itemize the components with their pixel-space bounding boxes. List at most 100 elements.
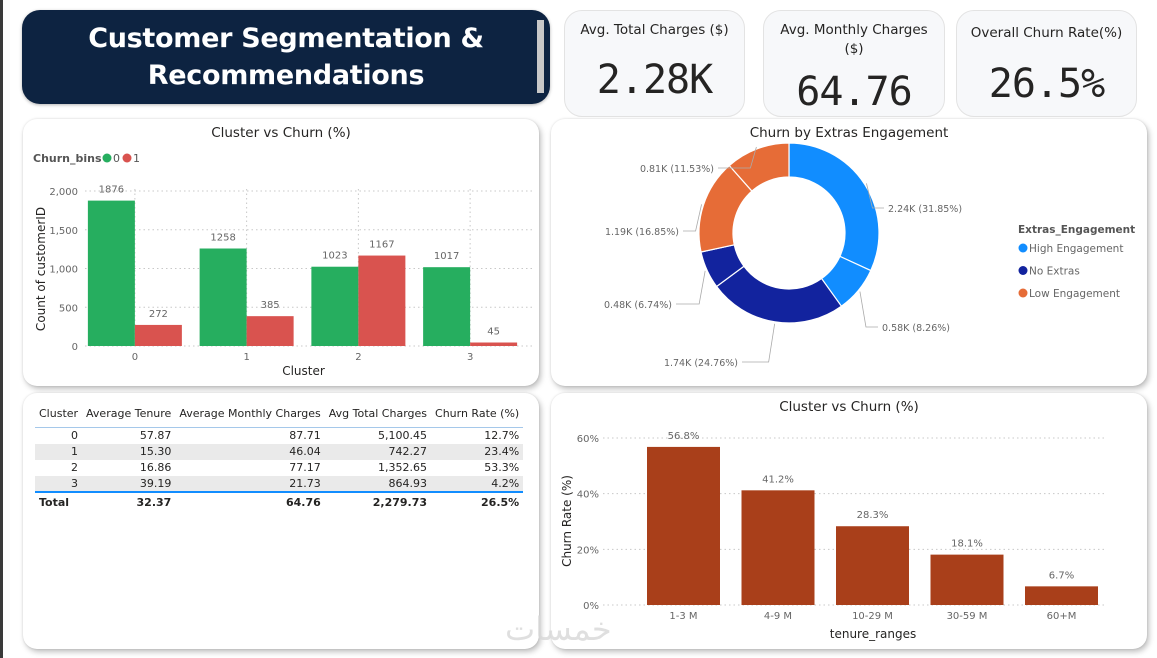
- cell: 2: [71, 461, 79, 474]
- bar-cluster-3-churn-1: [470, 342, 518, 346]
- leader-line: [676, 270, 706, 305]
- leader-line: [866, 183, 884, 209]
- cell: 64.76: [285, 495, 321, 509]
- cell: 864.93: [324, 475, 432, 493]
- data-label: 41.2%: [762, 474, 794, 485]
- table-total-row: Total 32.37 64.76 2,279.73 26.5%: [35, 492, 523, 512]
- legend-title: Extras_Engagement: [1018, 224, 1135, 236]
- watermark-logo: خمسات: [505, 610, 612, 648]
- bar-cluster-3-churn-0: [423, 267, 471, 346]
- data-label: 1258: [210, 233, 235, 244]
- chart-title: Cluster vs Churn (%): [211, 125, 351, 141]
- data-label: 0.81K (11.53%): [640, 164, 714, 175]
- kpi-avg-total-charges: Avg. Total Charges ($) 2.28K: [564, 10, 745, 117]
- data-label: 0.48K (6.74%): [604, 300, 672, 311]
- extras-engagement-chart-panel: Churn by Extras Engagement 2.24K (31.85%…: [551, 119, 1147, 386]
- cell: 53.3%: [484, 461, 520, 474]
- x-tick-label: 1: [243, 352, 249, 363]
- kpi-value: 26.5%: [988, 61, 1105, 107]
- table-row: 0 57.87 87.71 5,100.45 12.7%: [35, 428, 523, 444]
- table-row: 1 15.30 46.04 742.27 23.4%: [35, 443, 524, 460]
- column-header-average-tenure[interactable]: Average Tenure: [86, 407, 172, 420]
- x-tick-label: 2: [355, 352, 361, 363]
- data-label: 2.24K (31.85%): [888, 204, 962, 215]
- legend-label-low-engagement: Low Engagement: [1029, 288, 1120, 300]
- y-axis-title: Churn Rate (%): [560, 475, 574, 567]
- y-tick-label: 0: [72, 342, 78, 353]
- cell: 3: [35, 475, 83, 493]
- y-axis-title: Count of customerID: [34, 207, 48, 331]
- x-tick-label: 0: [132, 352, 138, 363]
- data-label: 0.58K (8.26%): [882, 323, 950, 334]
- column-header-churn-rate[interactable]: Churn Rate (%): [435, 407, 520, 420]
- cell: 4.2%: [431, 475, 524, 493]
- donut-slice-no-extras: [715, 265, 843, 324]
- donut-slice-low-engagement: [728, 142, 790, 192]
- x-tick-label: 60+M: [1047, 611, 1077, 622]
- x-tick-label: 4-9 M: [764, 611, 792, 622]
- donut-slice-high-engagement: [788, 142, 880, 272]
- cell: 1,352.65: [378, 461, 428, 474]
- kpi-value: 2.28K: [596, 57, 713, 103]
- title-scrollbar[interactable]: [537, 20, 544, 93]
- y-tick-label: 40%: [577, 490, 599, 501]
- data-label: 1876: [99, 185, 124, 196]
- cell: 5,100.45: [378, 429, 428, 443]
- x-tick-label: 1-3 M: [669, 611, 697, 622]
- cell: 742.27: [324, 443, 432, 460]
- cell: 23.4%: [431, 443, 524, 460]
- legend-marker: [1018, 266, 1028, 275]
- cell: 0: [71, 429, 79, 443]
- table-row: 3 39.19 21.73 864.93 4.2%: [35, 475, 524, 493]
- data-label: 1167: [369, 240, 394, 251]
- column-header-average-monthly-charges[interactable]: Average Monthly Charges: [179, 407, 321, 420]
- data-label: 1.74K (24.76%): [664, 358, 738, 369]
- leader-line: [859, 291, 878, 328]
- extras-engagement-donut: 2.24K (31.85%) 0.58K (8.26%) 1.74K (24.76%…: [604, 142, 1135, 369]
- cell: 77.17: [289, 461, 321, 474]
- kpi-overall-churn-rate: Overall Churn Rate(%) 26.5%: [956, 10, 1137, 117]
- y-tick-label: 0%: [583, 601, 599, 612]
- data-label: 6.7%: [1049, 570, 1074, 581]
- legend-label-1: 1: [133, 152, 140, 165]
- cell: 87.71: [289, 429, 321, 443]
- x-axis-title: Cluster: [282, 364, 325, 378]
- table-header-row: Cluster Average Tenure Average Monthly C…: [35, 403, 524, 428]
- data-label: 18.1%: [951, 539, 983, 550]
- cell: Total: [39, 495, 70, 509]
- table-row: 2 16.86 77.17 1,352.65 53.3%: [35, 460, 523, 476]
- dashboard-title: Customer Segmentation & Recommendations: [88, 20, 484, 94]
- cell: 12.7%: [484, 429, 520, 443]
- data-label: 272: [149, 309, 168, 320]
- kpi-avg-monthly-charges: Avg. Monthly Charges ($) 64.76: [763, 10, 945, 117]
- data-label: 56.8%: [668, 431, 700, 442]
- data-label: 1.19K (16.85%): [605, 227, 679, 238]
- cluster-table-panel: Cluster Average Tenure Average Monthly C…: [23, 393, 539, 649]
- y-tick-label: 20%: [577, 545, 599, 556]
- cell: 15.30: [82, 443, 176, 460]
- dashboard-title-card: Customer Segmentation & Recommendations: [22, 10, 550, 104]
- leader-line: [742, 323, 776, 363]
- data-label: 385: [261, 300, 280, 311]
- column-header-avg-total-charges[interactable]: Avg Total Charges: [328, 407, 428, 420]
- cluster-churn-chart-panel: Cluster vs Churn (%) Churn_bins 0 1 0 500 1,0…: [23, 119, 539, 386]
- legend-marker-0: [102, 153, 112, 163]
- data-label: 1017: [434, 251, 459, 262]
- legend-marker: [1018, 243, 1028, 253]
- cell: 2,279.73: [372, 495, 428, 509]
- legend-title: Churn_bins: [33, 152, 102, 165]
- bar-3059m: [930, 554, 1004, 605]
- bar-13m: [647, 446, 720, 605]
- leader-line: [718, 146, 757, 169]
- y-tick-label: 1,500: [49, 226, 78, 237]
- y-tick-label: 2,000: [49, 187, 78, 198]
- kpi-label: Overall Churn Rate(%): [970, 25, 1123, 41]
- tenure-churn-chart: 0% 20% 40% 60% 56.8% 1-3 M 41.2% 4-9 M 28.3% 10-2…: [560, 431, 1106, 641]
- cell: 39.19: [82, 475, 176, 493]
- cell: 57.87: [139, 429, 172, 443]
- chart-title: Churn by Extras Engagement: [749, 125, 949, 141]
- cell: 1: [35, 443, 83, 460]
- legend-label-0: 0: [113, 152, 120, 165]
- column-header-cluster[interactable]: Cluster: [39, 407, 79, 420]
